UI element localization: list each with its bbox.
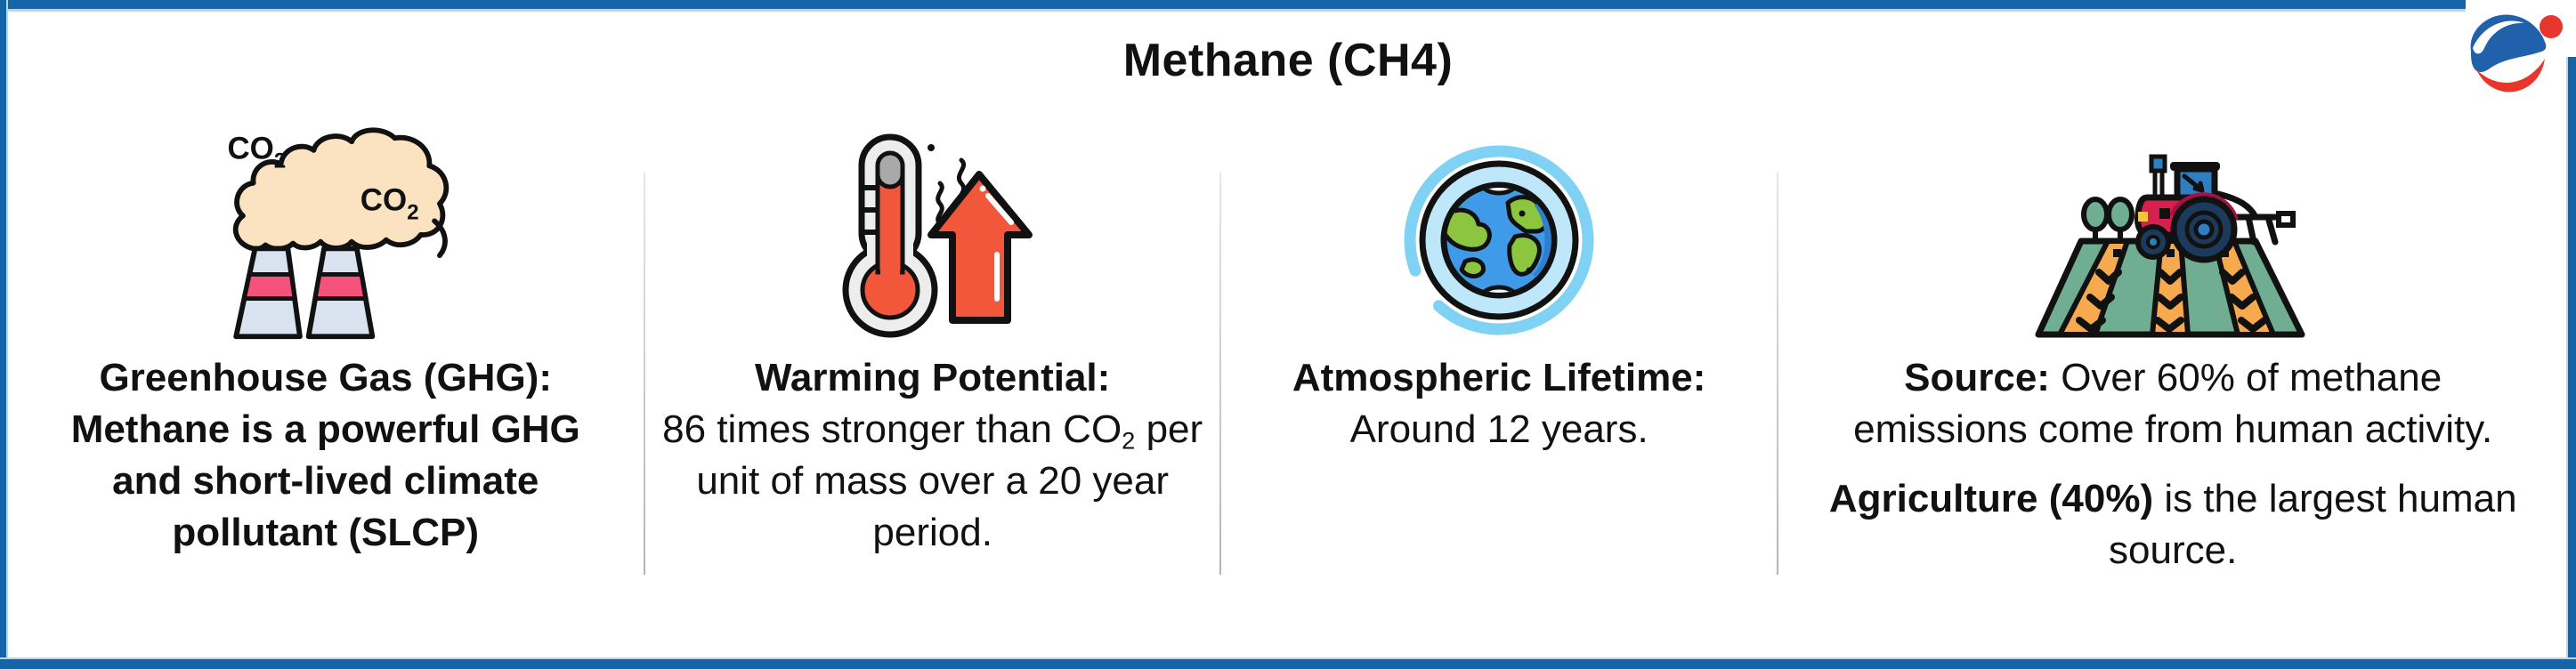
chimney-right-band <box>312 272 369 302</box>
smoke-cloud <box>232 127 449 252</box>
thermo-gray-cap <box>875 150 905 189</box>
polar-cap-south <box>1481 285 1517 293</box>
thermometer-rising-icon <box>842 133 1033 338</box>
warming-potential-label: Warming Potential: <box>755 356 1111 399</box>
column-sources: Source: Over 60% of methane emissions co… <box>1778 114 2568 655</box>
globe-atmosphere-icon <box>1404 145 1594 335</box>
icon-wrap <box>1396 114 1602 343</box>
column-divider <box>644 173 646 575</box>
sources-paragraph: Source: Over 60% of methane emissions co… <box>1812 352 2533 455</box>
columns-row: CO2 CO2 Greenhouse Gas (GHG): Methane is… <box>6 114 2568 655</box>
headlight <box>2138 212 2149 222</box>
icon-wrap <box>826 114 1040 343</box>
atmospheric-lifetime-label: Atmospheric Lifetime: <box>1292 356 1706 399</box>
co2-smokestacks-icon: CO2 CO2 <box>227 127 449 340</box>
column-atmospheric-lifetime: Atmospheric Lifetime: Around 12 years. <box>1220 114 1779 655</box>
column-divider <box>1777 173 1779 575</box>
land-west <box>1446 207 1492 252</box>
icon-wrap <box>2026 114 2320 343</box>
frame-top-bar <box>0 0 2466 12</box>
up-arrow <box>927 171 1033 324</box>
agriculture-paragraph: Agriculture (40%) is the largest human s… <box>1812 473 2533 576</box>
logo-red-dot <box>2540 15 2563 38</box>
frame-bottom-bar <box>0 657 2576 669</box>
logo-white-cut <box>2473 20 2524 54</box>
smoke-tail <box>431 218 448 259</box>
warming-potential-body-pre: 86 times stronger than CO <box>662 407 1122 452</box>
tractor <box>2135 154 2239 263</box>
icon-wrap: CO2 CO2 <box>176 114 475 343</box>
atmosphere-ring <box>1404 145 1594 335</box>
logo-red-crescent <box>2476 59 2545 93</box>
co2-label-right: CO2 <box>360 183 419 225</box>
greenhouse-gas-heading: Greenhouse Gas (GHG): Methane is a power… <box>70 356 580 555</box>
land-southwest <box>1459 257 1486 278</box>
column-warming-potential: Warming Potential: 86 times stronger tha… <box>644 114 1221 655</box>
trees <box>2081 197 2135 241</box>
atmospheric-lifetime-text: Atmospheric Lifetime: Around 12 years. <box>1292 352 1706 455</box>
polar-cap-north <box>1481 188 1517 196</box>
agriculture-label: Agriculture (40%) <box>1828 477 2154 521</box>
co2-label-left: CO2 <box>227 132 286 173</box>
sources-text: Source: Over 60% of methane emissions co… <box>1812 352 2533 576</box>
swoosh-dot-logo-icon <box>2470 14 2563 93</box>
agriculture-body: is the largest human source. <box>2109 477 2517 573</box>
co2-subscript: 2 <box>1122 426 1136 455</box>
plow <box>2215 190 2297 246</box>
sources-body: Over 60% of methane emissions come from … <box>1853 356 2493 452</box>
column-divider <box>1219 173 1221 575</box>
frame-left-bar <box>0 0 8 669</box>
heat-squiggle <box>935 181 944 227</box>
warming-potential-text: Warming Potential: 86 times stronger tha… <box>661 352 1204 559</box>
atmospheric-lifetime-body: Around 12 years. <box>1349 407 1648 452</box>
chimney-left-band <box>241 272 297 302</box>
column-greenhouse-gas: CO2 CO2 Greenhouse Gas (GHG): Methane is… <box>6 114 646 655</box>
frame-right-bar <box>2566 57 2576 669</box>
crop-chevrons <box>2076 249 2269 333</box>
page-title: Methane (CH4) <box>1122 35 1454 86</box>
front-hub <box>2146 235 2161 249</box>
greenhouse-gas-text: Greenhouse Gas (GHG): Methane is a power… <box>32 352 620 559</box>
rear-hub <box>2193 219 2215 240</box>
tractor-farm-icon <box>2035 154 2305 338</box>
warming-potential-body-post: per unit of mass over a 20 year period. <box>696 407 1203 555</box>
sources-label: Source: <box>1904 356 2050 399</box>
